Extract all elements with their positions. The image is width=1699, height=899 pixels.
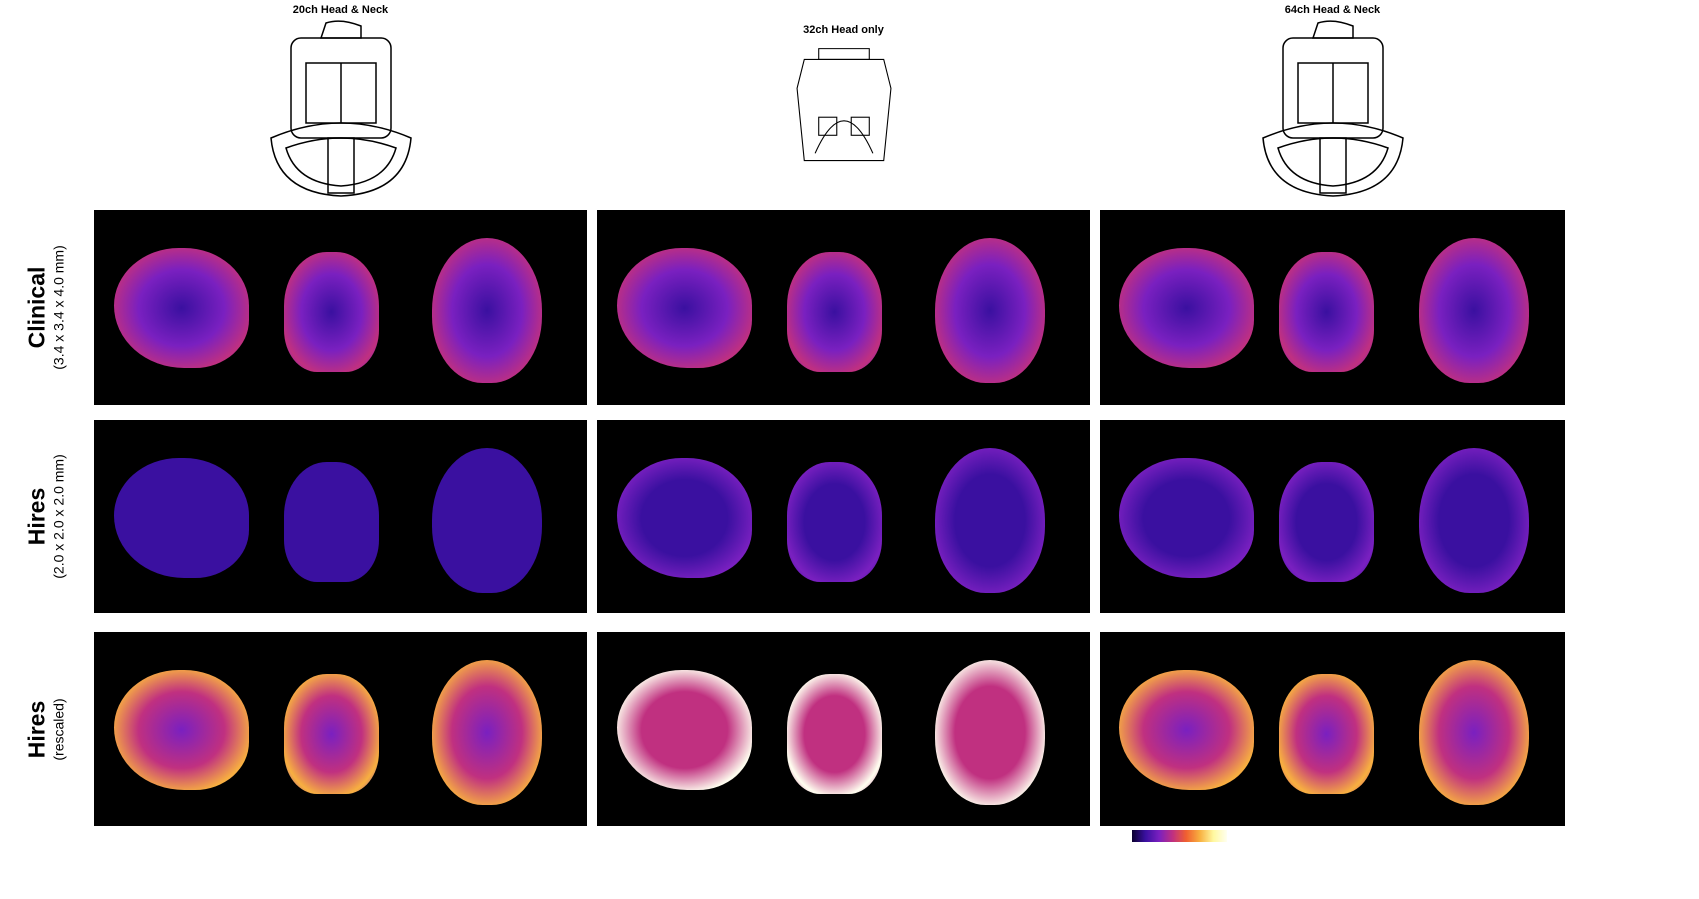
colorbar-gradient xyxy=(1132,829,1228,842)
row-subtitle: (rescaled) xyxy=(50,697,67,761)
row-label: Hires (2.0 x 2.0 x 2.0 mm) xyxy=(0,420,90,613)
brain-panel xyxy=(94,420,587,613)
brain-panel xyxy=(597,420,1090,613)
brain-axial-slice xyxy=(432,238,542,383)
brain-axial-slice xyxy=(432,448,542,593)
colorbar-max: 14.0 xyxy=(1233,828,1259,843)
brain-axial-slice xyxy=(935,660,1045,805)
brain-coronal-slice xyxy=(787,462,882,582)
brain-sagittal-slice xyxy=(1118,248,1254,368)
row-title: Clinical xyxy=(23,266,50,349)
brain-axial-slice xyxy=(935,448,1045,593)
brain-panel xyxy=(94,632,587,826)
brain-coronal-slice xyxy=(787,674,882,794)
brain-panel xyxy=(1100,632,1565,826)
colorbar-min: 0.0 xyxy=(1108,828,1127,843)
row-label: Hires (rescaled) xyxy=(0,632,90,826)
brain-sagittal-slice xyxy=(114,458,249,578)
row-title: Hires xyxy=(23,487,50,546)
colorbar: 0.0 14.0 xyxy=(1108,828,1258,843)
brain-panel xyxy=(94,210,587,405)
brain-axial-slice xyxy=(935,238,1045,383)
coil-icon xyxy=(266,18,416,203)
column-title: 64ch Head & Neck xyxy=(1284,4,1381,16)
brain-panel xyxy=(1100,210,1565,405)
brain-panel xyxy=(597,632,1090,826)
brain-coronal-slice xyxy=(284,462,379,582)
column-title: 20ch Head & Neck xyxy=(292,4,389,16)
brain-sagittal-slice xyxy=(617,670,752,790)
brain-axial-slice xyxy=(1418,448,1529,593)
row-label: Clinical (3.4 x 3.4 x 4.0 mm) xyxy=(0,210,90,405)
brain-panel xyxy=(1100,420,1565,613)
brain-sagittal-slice xyxy=(1118,670,1254,790)
brain-sagittal-slice xyxy=(617,458,752,578)
brain-sagittal-slice xyxy=(114,670,249,790)
coil-icon xyxy=(774,45,914,180)
brain-coronal-slice xyxy=(284,674,379,794)
brain-sagittal-slice xyxy=(114,248,249,368)
brain-panel xyxy=(597,210,1090,405)
brain-coronal-slice xyxy=(1279,252,1375,372)
brain-sagittal-slice xyxy=(1118,458,1254,578)
brain-axial-slice xyxy=(1418,238,1529,383)
row-subtitle: (2.0 x 2.0 x 2.0 mm) xyxy=(50,454,67,579)
brain-coronal-slice xyxy=(1279,462,1375,582)
row-title: Hires xyxy=(23,700,50,758)
brain-coronal-slice xyxy=(787,252,882,372)
coil-icon xyxy=(1258,18,1408,203)
brain-sagittal-slice xyxy=(617,248,752,368)
brain-axial-slice xyxy=(1418,660,1529,805)
column-title: 32ch Head only xyxy=(803,24,884,36)
brain-coronal-slice xyxy=(284,252,379,372)
brain-coronal-slice xyxy=(1279,674,1375,794)
brain-axial-slice xyxy=(432,660,542,805)
row-subtitle: (3.4 x 3.4 x 4.0 mm) xyxy=(50,245,67,370)
